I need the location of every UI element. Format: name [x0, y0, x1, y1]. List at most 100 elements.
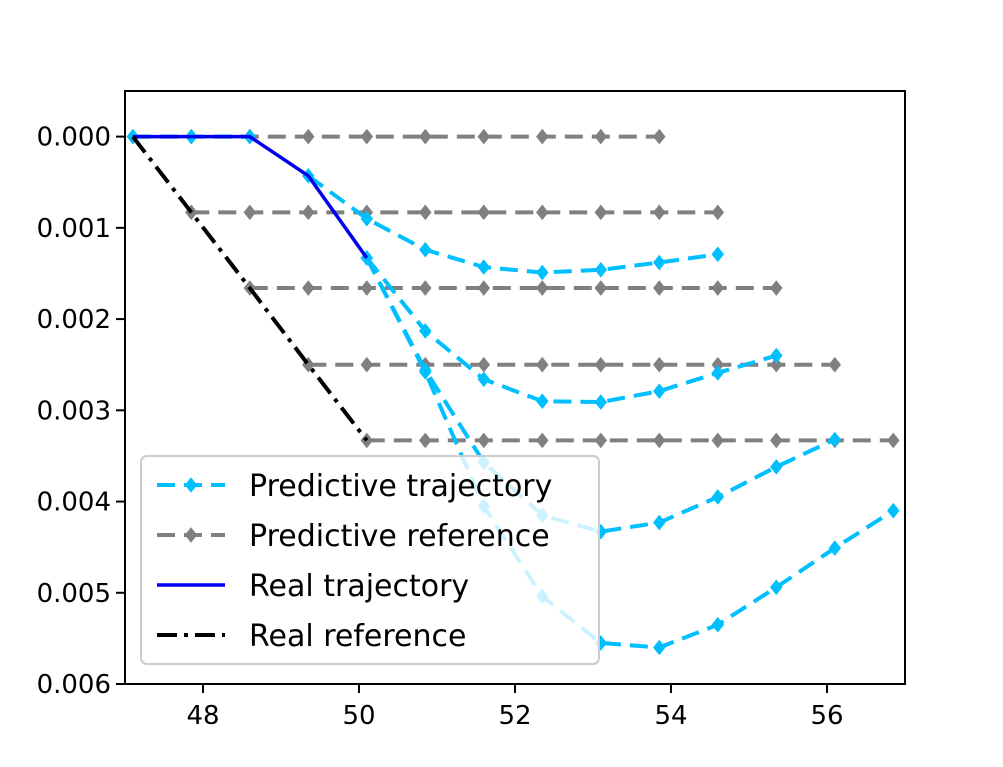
predictive-trajectory-4-point — [653, 514, 666, 531]
y-tick-label: 0.002 — [37, 305, 111, 335]
predictive-reference-2-point — [243, 204, 257, 221]
predictive-trajectory-2-point — [419, 241, 432, 258]
predictive-trajectory-2-point — [360, 210, 374, 227]
legend-label: Real trajectory — [249, 569, 469, 604]
predictive-reference-2-point — [711, 204, 725, 221]
predictive-trajectory-5-line — [365, 257, 895, 650]
x-tick-label: 56 — [810, 701, 843, 731]
legend-item-real-ref: Real reference — [157, 619, 466, 654]
predictive-reference-4-point — [828, 356, 842, 373]
x-tick-label: 52 — [498, 701, 531, 731]
legend-item-real-traj: Real trajectory — [157, 569, 469, 604]
predictive-reference-2-point — [419, 204, 432, 221]
predictive-trajectory-5-point — [828, 540, 842, 556]
predictive-reference-5-point — [419, 432, 432, 449]
predictive-reference-3-point — [770, 280, 783, 296]
predictive-trajectory-4-point — [828, 431, 842, 448]
predictive-trajectory-2-point — [711, 246, 725, 263]
predictive-trajectory-5-point — [653, 639, 666, 656]
predictive-trajectory-2 — [302, 168, 725, 281]
predictive-reference-3-point — [711, 280, 725, 296]
predictive-trajectory-5-point — [419, 364, 432, 380]
y-tick-label: 0.006 — [37, 670, 111, 700]
y-axis: 0.000 0.001 0.002 0.003 0.004 0.005 0.006 — [37, 123, 125, 700]
y-tick-label: 0.000 — [37, 123, 111, 153]
predictive-reference-5-point — [594, 432, 608, 449]
x-tick-label: 50 — [342, 701, 375, 731]
predictive-reference-3-point — [653, 280, 666, 296]
predictive-reference-3-point — [302, 280, 315, 296]
y-tick-label: 0.004 — [37, 488, 111, 518]
real-reference-line — [131, 135, 369, 442]
predictive-reference-1-point — [536, 128, 549, 145]
legend-items: Predictive trajectory Predictive referenc… — [157, 469, 552, 654]
predictive-reference-4-point — [536, 356, 549, 373]
predictive-reference-2-point — [653, 204, 666, 221]
predictive-reference-1-point — [302, 128, 315, 145]
predictive-trajectory-3-point — [477, 371, 491, 388]
predictive-reference-4-point — [770, 356, 783, 373]
predictive-reference-3-point — [477, 280, 491, 296]
legend-item-pred-ref: Predictive reference — [157, 519, 550, 554]
predictive-reference-1-point — [653, 128, 666, 145]
predictive-trajectory-3-point — [594, 394, 608, 410]
legend-item-pred-traj: Predictive trajectory — [157, 469, 552, 504]
y-tick-label: 0.001 — [37, 214, 111, 244]
legend-label: Predictive reference — [249, 519, 550, 554]
x-tick-label: 54 — [654, 701, 687, 731]
y-tick-label: 0.005 — [37, 579, 111, 609]
real-reference — [131, 135, 369, 442]
y-tick-label: 0.003 — [37, 396, 111, 426]
predictive-trajectory-2-line — [307, 174, 719, 275]
predictive-reference-5-point — [711, 432, 725, 449]
predictive-trajectory-5-point — [770, 579, 783, 596]
predictive-trajectory-3 — [360, 250, 783, 410]
predictive-trajectory-3-point — [770, 347, 783, 364]
predictive-reference-1-point — [477, 128, 491, 145]
x-tick-label: 48 — [186, 701, 219, 731]
predictive-trajectory-3-point — [536, 393, 549, 409]
predictive-reference-5-point — [653, 432, 666, 449]
predictive-trajectory-3-point — [653, 383, 666, 399]
predictive-reference-5-point — [477, 432, 491, 449]
predictive-reference-2-point — [302, 204, 315, 221]
predictive-reference-3-point — [536, 280, 549, 296]
predictive-trajectory-4-point — [711, 489, 725, 505]
real-trajectory — [132, 134, 369, 259]
predictive-reference-5-point — [770, 432, 783, 449]
predictive-trajectory-3-point — [711, 365, 725, 381]
legend-marker — [184, 477, 198, 493]
predictive-reference-3 — [243, 280, 783, 296]
predictive-reference-1-point — [594, 128, 608, 145]
predictive-trajectory-4-line — [365, 257, 836, 534]
predictive-reference-1-point — [419, 128, 432, 145]
predictive-reference-3-point — [419, 280, 432, 296]
legend: Predictive trajectory Predictive referenc… — [140, 455, 600, 665]
predictive-trajectory-2-point — [594, 262, 608, 278]
predictive-reference-2-point — [477, 204, 491, 221]
legend-label: Predictive trajectory — [249, 469, 552, 504]
predictive-reference-4-point — [360, 356, 374, 373]
predictive-trajectory-5-point — [887, 502, 900, 519]
legend-marker — [184, 527, 198, 543]
predictive-trajectory-3-point — [419, 323, 432, 339]
predictive-trajectory-2-point — [536, 264, 549, 281]
predictive-reference-4-point — [653, 356, 666, 373]
predictive-trajectory-2-point — [477, 259, 491, 275]
legend-label: Real reference — [249, 619, 466, 654]
predictive-reference-4-point — [594, 356, 608, 373]
predictive-trajectory-4-point — [770, 459, 783, 475]
predictive-reference-3-point — [594, 280, 608, 296]
legend-box — [140, 455, 600, 665]
predictive-reference-1-point — [360, 128, 374, 145]
predictive-reference-3-point — [360, 280, 374, 296]
predictive-reference-2-point — [594, 204, 608, 221]
x-axis: 48 50 52 54 56 — [186, 684, 844, 731]
real-trajectory-line — [132, 134, 369, 259]
predictive-reference-5-point — [536, 432, 549, 449]
predictive-reference-2-point — [536, 204, 549, 221]
predictive-trajectory-2-point — [653, 254, 666, 271]
predictive-trajectory-5-point — [711, 616, 725, 633]
predictive-reference-5-point — [887, 432, 900, 449]
